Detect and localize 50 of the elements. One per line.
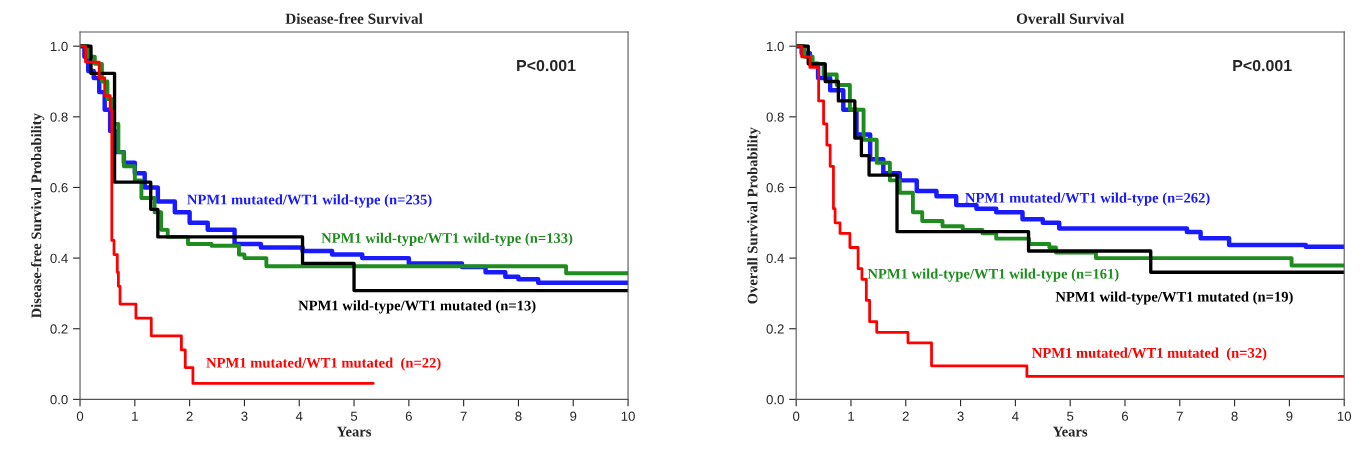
y-tick-label: 0.8 [766, 112, 784, 122]
y-tick-label: 0.4 [50, 253, 68, 264]
series-label: NPM1 wild-type/WT1 mutated (n=13) [298, 300, 536, 314]
x-tick-label: 4 [295, 411, 303, 421]
x-tick-label: 10 [621, 411, 635, 421]
series-label: NPM1 mutated/WT1 wild-type (n=235) [187, 194, 432, 208]
annotation: P<0.001 [517, 59, 576, 72]
x-tick-label: 2 [902, 411, 909, 421]
x-tick-label: 5 [350, 411, 358, 421]
y-tick-label: 0.8 [50, 112, 68, 122]
x-axis-title: Years [1053, 426, 1088, 437]
annotation: P<0.001 [1233, 59, 1292, 72]
series-label: NPM1 mutated/WT1 wild-type (n=262) [965, 192, 1210, 206]
series-label: NPM1 mutated/WT1 mutated (n=22) [206, 357, 441, 371]
x-tick-label: 10 [1337, 411, 1352, 421]
x-tick-label: 2 [186, 411, 193, 421]
y-tick-label: 0.6 [766, 183, 784, 193]
series-label: NPM1 wild-type/WT1 mutated (n=19) [1055, 291, 1293, 305]
chart-title: Disease-free Survival [285, 12, 423, 24]
y-tick-label: 0.2 [50, 324, 68, 334]
x-tick-label: 9 [570, 411, 577, 421]
y-tick-label: 1.0 [50, 41, 68, 52]
y-axis-title: Disease-free Survival Probability [30, 113, 45, 319]
y-tick-label: 0.6 [50, 183, 68, 193]
x-tick-label: 6 [405, 411, 412, 421]
x-tick-label: 8 [515, 411, 522, 421]
x-tick-label: 7 [460, 411, 467, 421]
x-tick-label: 1 [132, 411, 138, 421]
y-tick-label: 0.0 [50, 394, 68, 405]
y-tick-label: 0.2 [766, 324, 784, 334]
series-label: NPM1 wild-type/WT1 wild-type (n=161) [867, 268, 1119, 282]
y-tick-label: 0.0 [766, 394, 784, 405]
series-label: NPM1 wild-type/WT1 wild-type (n=133) [321, 232, 573, 247]
chart-title: Overall Survival [1016, 13, 1125, 24]
x-tick-label: 7 [1176, 411, 1183, 421]
x-tick-label: 8 [1231, 411, 1238, 421]
y-axis-title: Overall Survival Probability [747, 127, 761, 304]
x-tick-label: 0 [76, 411, 84, 421]
x-tick-label: 5 [1067, 411, 1074, 421]
x-tick-label: 3 [957, 411, 964, 421]
x-tick-label: 1 [848, 411, 854, 421]
series-label: NPM1 mutated/WT1 mutated (n=32) [1032, 347, 1267, 361]
x-tick-label: 0 [793, 411, 800, 421]
y-tick-label: 1.0 [767, 41, 784, 52]
x-tick-label: 3 [241, 411, 248, 421]
x-axis-title: Years [336, 426, 372, 437]
x-tick-label: 9 [1286, 411, 1293, 421]
x-tick-label: 6 [1121, 411, 1129, 421]
y-tick-label: 0.4 [766, 253, 784, 264]
x-tick-label: 4 [1012, 411, 1019, 421]
